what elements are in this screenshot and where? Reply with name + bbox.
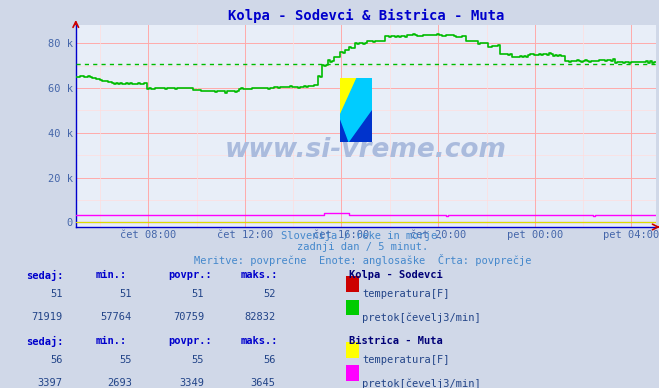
Text: zadnji dan / 5 minut.: zadnji dan / 5 minut. bbox=[297, 242, 428, 253]
Text: povpr.:: povpr.: bbox=[168, 336, 212, 346]
Text: temperatura[F]: temperatura[F] bbox=[362, 355, 450, 365]
Text: 56: 56 bbox=[50, 355, 63, 365]
Text: sedaj:: sedaj: bbox=[26, 336, 64, 346]
Text: temperatura[F]: temperatura[F] bbox=[362, 289, 450, 299]
Title: Kolpa - Sodevci & Bistrica - Muta: Kolpa - Sodevci & Bistrica - Muta bbox=[227, 9, 504, 23]
Text: www.si-vreme.com: www.si-vreme.com bbox=[225, 137, 507, 163]
Text: sedaj:: sedaj: bbox=[26, 270, 64, 281]
Text: 51: 51 bbox=[192, 289, 204, 299]
Text: 52: 52 bbox=[263, 289, 275, 299]
Text: 56: 56 bbox=[263, 355, 275, 365]
Text: min.:: min.: bbox=[96, 270, 127, 280]
Text: Meritve: povprečne  Enote: anglosaške  Črta: povprečje: Meritve: povprečne Enote: anglosaške Črt… bbox=[194, 254, 531, 266]
Text: povpr.:: povpr.: bbox=[168, 270, 212, 280]
Text: 3645: 3645 bbox=[250, 378, 275, 388]
Text: min.:: min.: bbox=[96, 336, 127, 346]
Text: 82832: 82832 bbox=[244, 312, 275, 322]
Text: Bistrica - Muta: Bistrica - Muta bbox=[349, 336, 443, 346]
Text: 55: 55 bbox=[119, 355, 132, 365]
Text: 51: 51 bbox=[50, 289, 63, 299]
Text: 70759: 70759 bbox=[173, 312, 204, 322]
Text: Kolpa - Sodevci: Kolpa - Sodevci bbox=[349, 270, 443, 280]
Text: 3397: 3397 bbox=[38, 378, 63, 388]
Text: 55: 55 bbox=[192, 355, 204, 365]
Text: 71919: 71919 bbox=[32, 312, 63, 322]
Text: pretok[čevelj3/min]: pretok[čevelj3/min] bbox=[362, 312, 481, 323]
Text: 2693: 2693 bbox=[107, 378, 132, 388]
Text: maks.:: maks.: bbox=[241, 336, 278, 346]
Text: maks.:: maks.: bbox=[241, 270, 278, 280]
Text: 3349: 3349 bbox=[179, 378, 204, 388]
Text: 57764: 57764 bbox=[101, 312, 132, 322]
Text: pretok[čevelj3/min]: pretok[čevelj3/min] bbox=[362, 378, 481, 388]
Text: 51: 51 bbox=[119, 289, 132, 299]
Text: Slovenija / reke in morje.: Slovenija / reke in morje. bbox=[281, 231, 444, 241]
